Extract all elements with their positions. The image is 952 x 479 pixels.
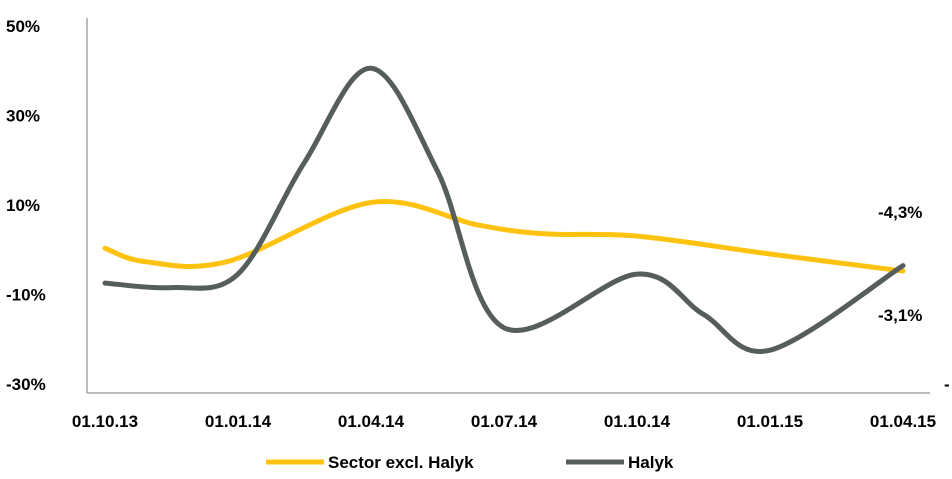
- x-tick-label: 01.10.14: [604, 412, 671, 431]
- legend-item-halyk: Halyk: [566, 453, 674, 472]
- y-tick-label: 50%: [6, 17, 40, 36]
- x-tick-label: 01.04.15: [870, 412, 936, 431]
- sector-end-label: -3,1%: [878, 306, 922, 325]
- series-line-sector: [102, 199, 906, 274]
- series-line-halyk: [102, 65, 906, 354]
- x-tick-label: 01.01.15: [737, 412, 803, 431]
- y-tick-label: 10%: [6, 196, 40, 215]
- series-layer: [102, 65, 906, 354]
- y-axis-ticks: 50% 30% 10% -10% -30%: [6, 17, 46, 394]
- x-tick-label: 01.10.13: [72, 412, 138, 431]
- x-tick-label: 01.04.14: [338, 412, 405, 431]
- y-tick-label: -30%: [6, 375, 46, 394]
- legend-item-sector: Sector excl. Halyk: [266, 453, 474, 472]
- y-tick-label: -10%: [6, 286, 46, 305]
- x-tick-label: 01.07.14: [471, 412, 538, 431]
- stray-mark: -: [944, 375, 950, 394]
- x-axis-ticks: 01.10.13 01.01.14 01.04.14 01.07.14 01.10.14…: [72, 412, 936, 431]
- legend: Sector excl. Halyk Halyk: [266, 453, 674, 472]
- legend-label-halyk: Halyk: [628, 453, 674, 472]
- legend-label-sector: Sector excl. Halyk: [328, 453, 474, 472]
- halyk-end-label: -4,3%: [878, 203, 922, 222]
- x-tick-label: 01.01.14: [205, 412, 272, 431]
- y-tick-label: 30%: [6, 107, 40, 126]
